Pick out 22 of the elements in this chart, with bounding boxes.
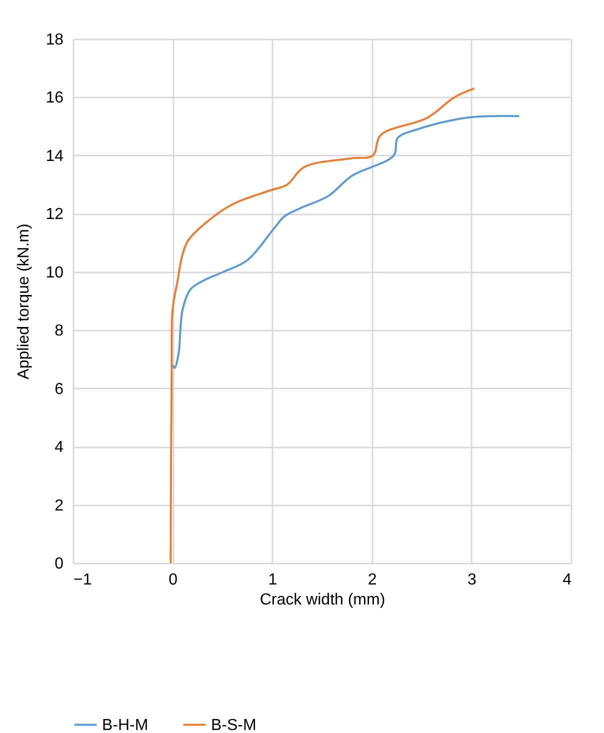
x-tick-label: 0 [168, 572, 178, 588]
y-tick-label: 14 [46, 148, 64, 165]
y-axis-title: Applied torque (kN.m) [16, 224, 33, 380]
y-tick-label: 12 [46, 206, 64, 224]
x-tick-label: 3 [467, 572, 476, 588]
y-tick-label: 8 [54, 322, 64, 340]
x-tick-label: 4 [562, 572, 572, 588]
legend-label: B-S-M [211, 716, 256, 733]
y-tick-label: 0 [54, 556, 64, 572]
y-tick-label: 6 [54, 380, 64, 398]
y-tick-label: 2 [54, 497, 64, 514]
y-tick-label: 10 [46, 264, 64, 282]
y-tick-label: 16 [46, 90, 64, 107]
line-series [170, 87, 476, 564]
x-axis-title: Crack width (mm) [260, 592, 386, 608]
legend-label: B-H-M [102, 716, 148, 733]
x-tick-label: −1 [74, 572, 92, 588]
line-series [172, 115, 520, 369]
x-tick-label: 2 [368, 572, 377, 588]
y-tick-label: 18 [46, 32, 64, 48]
x-tick-label: 1 [268, 572, 278, 588]
y-tick-label: 4 [54, 439, 64, 456]
